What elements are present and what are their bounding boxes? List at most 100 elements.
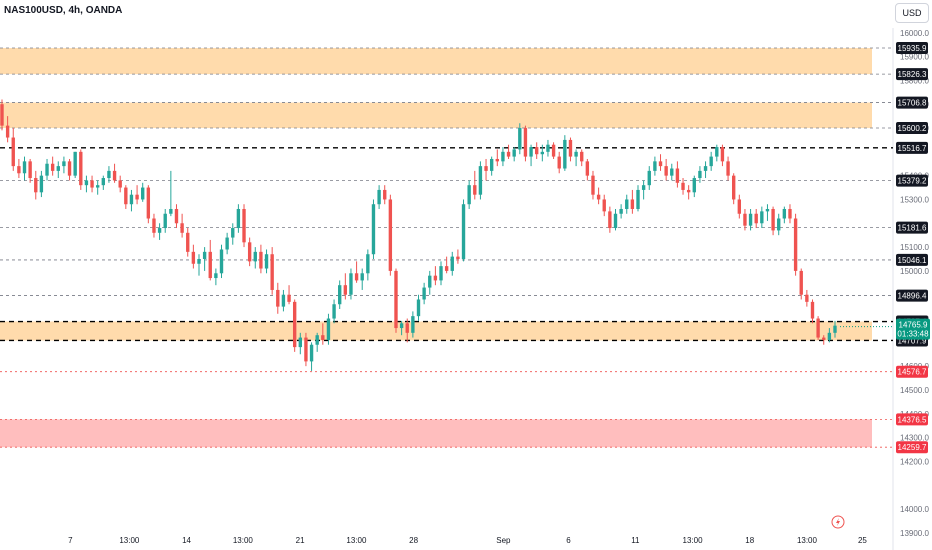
currency-button[interactable]: USD (895, 3, 929, 23)
candle-body (591, 175, 595, 195)
x-tick-label: 7 (68, 536, 73, 545)
tradingview-lightning-icon[interactable] (831, 515, 845, 529)
candle-body (135, 194, 139, 200)
level-badge-6 (896, 221, 928, 234)
candle-body (202, 251, 207, 259)
candle-body (478, 166, 483, 195)
candle-body (292, 301, 297, 348)
candle-body (236, 208, 241, 229)
zone-supply-0 (0, 48, 872, 75)
level-badge-label: 15935.9 (898, 44, 927, 53)
candle-body (253, 251, 257, 262)
x-tick-label: 28 (409, 536, 418, 545)
x-tick-label: 14 (182, 536, 191, 545)
candle-body (304, 337, 308, 362)
zone-demand-3 (0, 419, 872, 448)
zone-supply-1 (0, 102, 872, 128)
candle-body (484, 166, 488, 171)
level-badge-8 (896, 289, 928, 302)
level-badge-label: 15600.2 (898, 124, 927, 133)
candle-body (580, 151, 584, 162)
level-badge-0 (896, 42, 928, 55)
candle-body (428, 275, 432, 288)
candle-body (118, 180, 122, 188)
candle-body (174, 208, 179, 224)
candle-body (360, 273, 364, 281)
candle-body (225, 237, 229, 250)
candle-body (152, 218, 156, 233)
candle-body (270, 254, 274, 290)
level-badge-label: 14376.5 (898, 415, 927, 424)
candle-body (574, 151, 578, 157)
level-badge-label: 15826.3 (898, 70, 927, 79)
candle-body (163, 213, 167, 229)
y-tick-label: 13900.0 (900, 529, 929, 538)
level-badge-13 (896, 441, 928, 454)
candle-body (50, 163, 55, 171)
candle-body (732, 175, 736, 200)
candle-body (208, 251, 212, 279)
level-badge-label: 14259.7 (898, 443, 927, 452)
level-badge-label: 15181.6 (898, 224, 927, 233)
candle-body (219, 249, 224, 274)
candle-body (34, 178, 38, 193)
levels-layer (0, 47, 893, 448)
candle-body (411, 316, 415, 333)
x-tick-label: 25 (858, 536, 867, 545)
candle-body (833, 325, 837, 333)
candle-body (326, 318, 331, 340)
candle-body (535, 147, 539, 155)
time-axis[interactable]: 7 13:00 14 13:00 21 13:00 28 Sep 6 11 13:00 18 13:00… (68, 536, 867, 545)
candle-body (647, 170, 651, 186)
y-tick-label: 14300.0 (900, 434, 929, 443)
candle-body (641, 185, 646, 190)
candle-body (124, 187, 128, 205)
candle-body (67, 161, 72, 176)
level-badge-7 (896, 253, 928, 266)
level-badge-4 (896, 141, 928, 154)
y-tick-label: 14000.0 (900, 505, 929, 514)
candle-body (129, 194, 134, 205)
candle-body (636, 189, 640, 209)
candle-body (788, 208, 792, 219)
candle-body (518, 128, 522, 150)
y-tick-label: 15900.0 (900, 53, 929, 62)
candle-body (805, 294, 809, 302)
candle-body (529, 147, 533, 157)
y-tick-label: 15300.0 (900, 195, 929, 204)
candle-body (287, 294, 291, 302)
x-tick-label: 11 (631, 536, 640, 545)
bar-countdown-label: 01:33:48 (897, 330, 929, 339)
candle-body (619, 208, 623, 214)
candle-body (0, 104, 4, 126)
level-badge-11 (896, 365, 928, 378)
candle-body (101, 178, 105, 186)
current-price-label: 14765.9 (899, 321, 928, 330)
candle-body (17, 166, 21, 174)
candles-layer (0, 99, 837, 371)
candle-body (670, 168, 674, 176)
candle-body (146, 187, 151, 219)
y-tick-label: 15800.0 (900, 76, 929, 85)
candle-body (112, 170, 117, 181)
candle-body (799, 270, 803, 295)
level-badge-1 (896, 68, 928, 81)
candle-body (394, 270, 398, 329)
candle-body (84, 180, 89, 186)
candle-body (343, 285, 348, 295)
candle-body (551, 144, 556, 157)
x-tick-label: 18 (745, 536, 754, 545)
level-badge-2 (896, 96, 928, 109)
candle-body (214, 273, 218, 279)
candle-body (523, 128, 528, 157)
level-badge-label: 15706.8 (898, 99, 927, 108)
candle-body (715, 147, 719, 157)
candle-body (186, 232, 190, 252)
x-tick-label: 21 (296, 536, 305, 545)
candle-body (298, 337, 302, 348)
candle-body (658, 161, 663, 167)
candle-body (467, 185, 471, 205)
candle-body (692, 178, 696, 193)
candle-body (309, 344, 314, 362)
